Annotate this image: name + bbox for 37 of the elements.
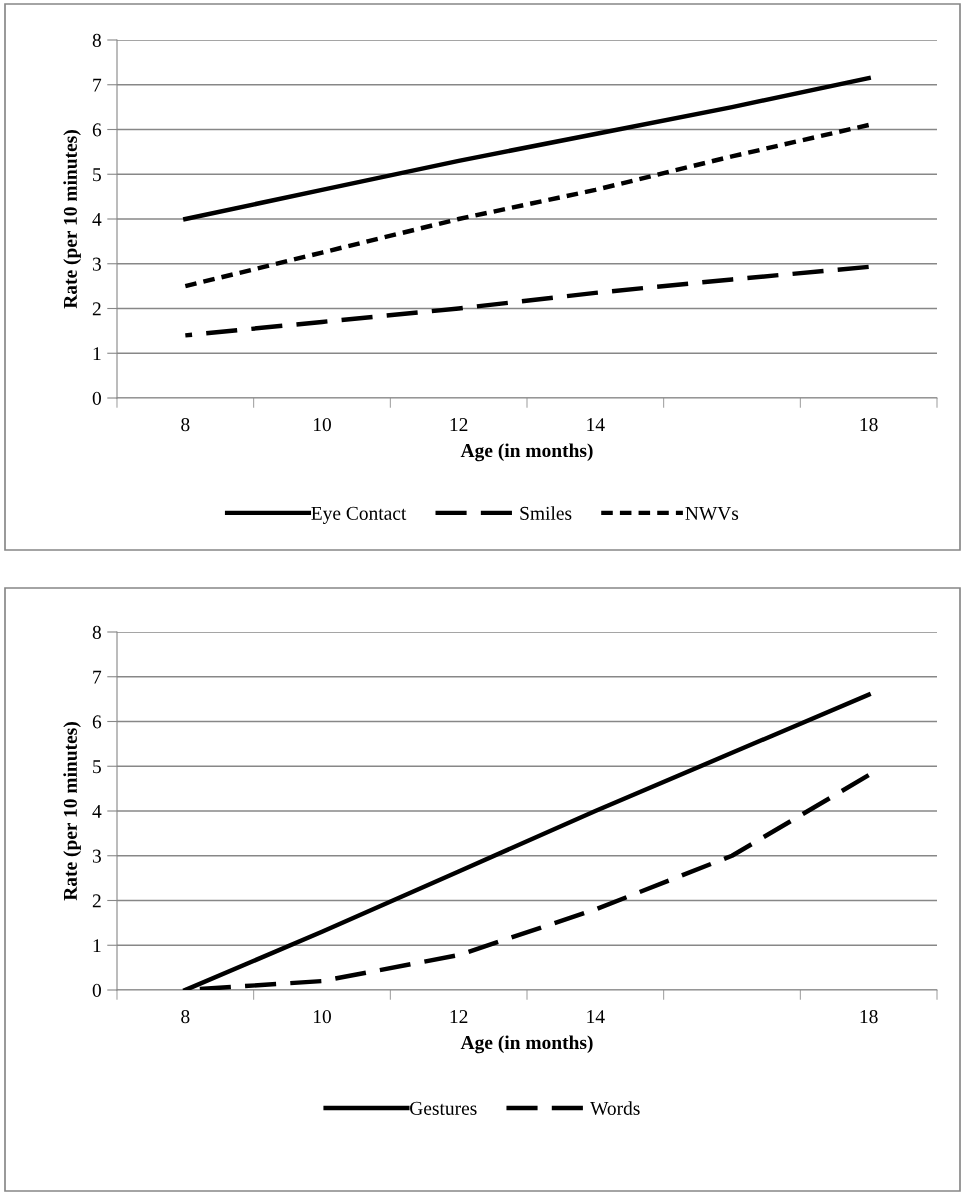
- y-tick-label: 8: [92, 33, 101, 47]
- legend-label: Gestures: [410, 1101, 477, 1115]
- x-tick-label: 8: [181, 1010, 190, 1024]
- y-tick-label: 6: [92, 715, 102, 729]
- y-tick-label: 7: [93, 78, 102, 92]
- y-tick-label: 2: [92, 894, 101, 908]
- y-tick-label: 0: [92, 983, 101, 997]
- y-tick-label: 6: [92, 123, 102, 137]
- x-axis-title: Age (in months): [460, 443, 593, 462]
- y-tick-label: 1: [93, 939, 101, 952]
- legend-label: Words: [590, 1101, 640, 1116]
- y-axis-title: Rate (per 10 minutes): [63, 130, 81, 309]
- x-tick-label: 18: [860, 418, 878, 432]
- x-tick-label: 18: [860, 1010, 878, 1024]
- y-tick-label: 5: [93, 760, 101, 774]
- x-tick-label: 12: [450, 418, 468, 431]
- x-axis-title: Age (in months): [460, 1035, 593, 1054]
- y-tick-label: 7: [93, 670, 102, 684]
- y-tick-label: 0: [92, 391, 101, 405]
- x-tick-label: 14: [587, 418, 605, 431]
- x-tick-label: 10: [313, 418, 331, 432]
- y-axis-title: Rate (per 10 minutes): [63, 722, 81, 901]
- legend-label: Eye Contact: [311, 506, 407, 524]
- y-tick-label: 2: [92, 302, 101, 316]
- x-tick-label: 10: [313, 1010, 331, 1024]
- y-tick-label: 4: [92, 804, 102, 818]
- y-tick-label: 5: [93, 168, 101, 182]
- x-tick-label: 14: [587, 1010, 605, 1023]
- y-tick-label: 4: [92, 212, 102, 226]
- legend-label: Smiles: [520, 506, 572, 520]
- x-tick-label: 12: [450, 1010, 468, 1023]
- y-tick-label: 1: [93, 347, 101, 360]
- legend-label: NWVs: [685, 506, 739, 520]
- y-tick-label: 3: [92, 257, 101, 271]
- y-tick-label: 8: [92, 625, 101, 639]
- y-tick-label: 3: [92, 849, 101, 863]
- x-tick-label: 8: [181, 418, 190, 432]
